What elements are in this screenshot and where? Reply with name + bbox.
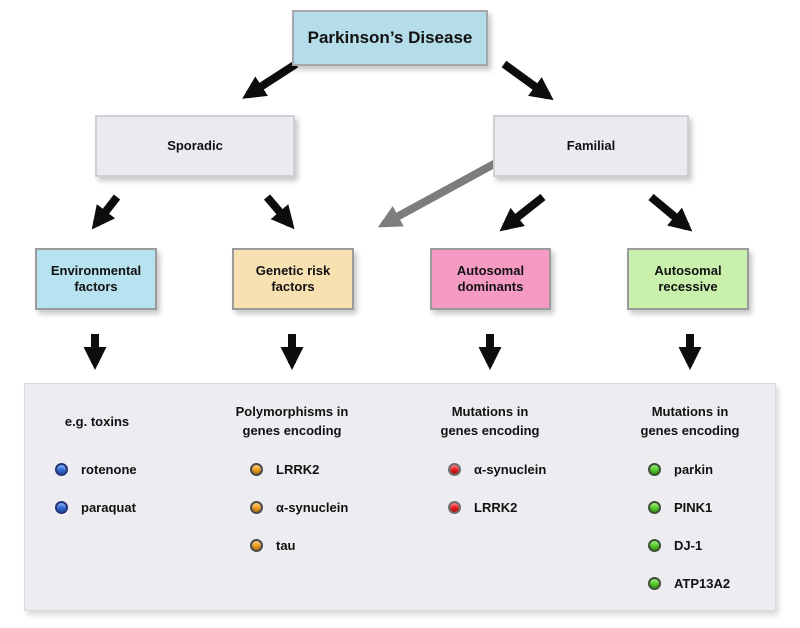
arrow-sporadic-to-environmental	[91, 194, 121, 230]
arrow-familial-to-recessive	[648, 193, 693, 232]
list-item: PINK1	[648, 498, 780, 516]
item-label: ATP13A2	[674, 575, 731, 591]
list-item: α-synuclein	[250, 498, 382, 516]
header-line: Mutations in	[451, 404, 529, 420]
list-item: parkin	[648, 460, 780, 478]
column-header: e.g. toxins	[7, 400, 187, 444]
header-line: genes encoding	[640, 423, 740, 438]
bullet-icon	[648, 462, 661, 476]
header-line: genes encoding	[440, 423, 540, 438]
list-item: ATP13A2	[648, 574, 780, 592]
list-item: paraquat	[55, 498, 187, 516]
bullet-list: LRRK2 α-synuclein tau	[202, 460, 382, 554]
node-familial: Familial	[493, 115, 689, 177]
panel-column-polymorphisms: Polymorphisms in genes encoding LRRK2 α-…	[202, 400, 382, 574]
details-panel	[24, 383, 776, 611]
list-item: LRRK2	[250, 460, 382, 478]
item-label: parkin	[674, 461, 714, 477]
list-item: tau	[250, 536, 382, 554]
item-label: α-synuclein	[276, 499, 349, 515]
node-parkinsons-disease: Parkinson’s Disease	[292, 10, 488, 66]
bullet-icon	[250, 538, 263, 552]
node-sporadic: Sporadic	[95, 115, 295, 177]
list-item: DJ-1	[648, 536, 780, 554]
arrow-familial-to-dominants	[499, 193, 546, 232]
item-label: LRRK2	[276, 461, 320, 477]
bullet-list: parkin PINK1 DJ-1 ATP13A2	[600, 460, 780, 592]
item-label: paraquat	[81, 499, 136, 515]
bullet-icon	[55, 500, 68, 514]
header-line: Mutations in	[651, 404, 729, 420]
bullet-list: rotenone paraquat	[7, 460, 187, 516]
panel-column-dominant-mutations: Mutations in genes encoding α-synuclein …	[400, 400, 580, 536]
bullet-icon	[250, 462, 263, 476]
bullet-icon	[250, 500, 263, 514]
node-autosomal-recessive: Autosomal recessive	[627, 248, 749, 310]
panel-column-recessive-mutations: Mutations in genes encoding parkin PINK1…	[600, 400, 780, 612]
item-label: LRRK2	[474, 499, 518, 515]
column-header: Mutations in genes encoding	[400, 400, 580, 444]
item-label: rotenone	[81, 461, 137, 477]
item-label: tau	[276, 537, 296, 553]
bullet-list: α-synuclein LRRK2	[400, 460, 580, 516]
node-genetic-risk-factors: Genetic risk factors	[232, 248, 354, 310]
arrow-familial-to-genetic-risk	[377, 154, 507, 228]
bullet-icon	[648, 576, 661, 590]
header-line: Polymorphisms in	[235, 404, 349, 420]
node-autosomal-dominants: Autosomal dominants	[430, 248, 551, 310]
item-label: DJ-1	[674, 537, 703, 553]
list-item: α-synuclein	[448, 460, 580, 478]
bullet-icon	[55, 462, 68, 476]
arrow-root-to-sporadic	[242, 60, 299, 99]
list-item: LRRK2	[448, 498, 580, 516]
item-label: α-synuclein	[474, 461, 547, 477]
column-header: Mutations in genes encoding	[600, 400, 780, 444]
column-header: Polymorphisms in genes encoding	[202, 400, 382, 444]
arrow-root-to-familial	[501, 60, 554, 101]
header-line: genes encoding	[242, 423, 342, 438]
item-label: PINK1	[674, 499, 713, 515]
bullet-icon	[448, 462, 461, 476]
panel-column-toxins: e.g. toxins rotenone paraquat	[7, 400, 187, 536]
arrow-sporadic-to-genetic-risk	[263, 194, 295, 230]
header-line: e.g. toxins	[64, 413, 130, 429]
bullet-icon	[448, 500, 461, 514]
node-environmental-factors: Environmental factors	[35, 248, 157, 310]
bullet-icon	[648, 500, 661, 514]
bullet-icon	[648, 538, 661, 552]
list-item: rotenone	[55, 460, 187, 478]
